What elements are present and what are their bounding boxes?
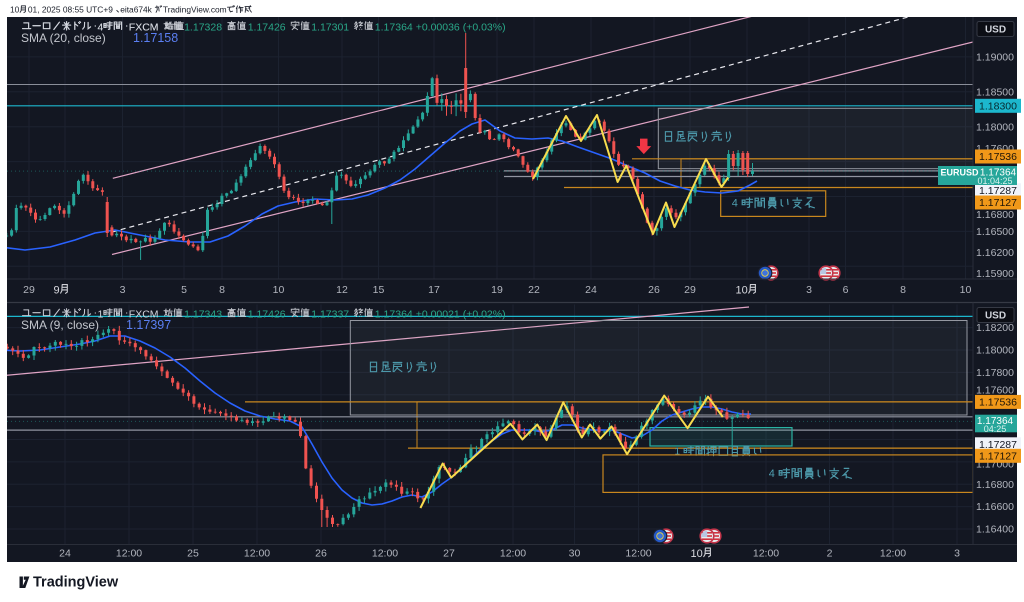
svg-text:1.18200: 1.18200 <box>976 322 1014 334</box>
svg-text:12:00: 12:00 <box>500 548 526 560</box>
svg-text:29: 29 <box>684 284 696 296</box>
svg-text:1.18000: 1.18000 <box>976 345 1014 357</box>
svg-text:1.17426: 1.17426 <box>248 21 286 33</box>
svg-text:1.16800: 1.16800 <box>976 209 1014 221</box>
svg-text:19: 19 <box>491 284 503 296</box>
svg-text:4: 4 <box>98 21 104 33</box>
svg-text:26: 26 <box>315 548 327 560</box>
svg-text:4: 4 <box>98 21 104 33</box>
svg-text:FXCM: FXCM <box>129 21 159 33</box>
svg-text:SMA (20, close): SMA (20, close) <box>21 31 106 45</box>
svg-text:USD: USD <box>985 25 1006 36</box>
svg-text:12:00: 12:00 <box>880 548 906 560</box>
svg-text:+0.00036 (+0.03%): +0.00036 (+0.03%) <box>416 21 506 33</box>
svg-text:8: 8 <box>900 284 906 296</box>
svg-text:1.17364: 1.17364 <box>977 416 1014 427</box>
svg-text:6: 6 <box>843 284 849 296</box>
svg-text:1.17158: 1.17158 <box>133 31 178 45</box>
svg-text:EURUSD: EURUSD <box>941 168 980 178</box>
svg-text:10: 10 <box>736 285 748 297</box>
svg-text:1.17600: 1.17600 <box>976 384 1014 396</box>
svg-text:12: 12 <box>336 284 348 296</box>
svg-text:12:00: 12:00 <box>116 548 142 560</box>
svg-text:10: 10 <box>960 284 972 296</box>
svg-text:10: 10 <box>273 284 285 296</box>
svg-text:1.18000: 1.18000 <box>976 121 1014 133</box>
svg-text:1.17426: 1.17426 <box>248 308 286 320</box>
svg-text:4: 4 <box>732 198 738 210</box>
svg-text:8: 8 <box>219 284 225 296</box>
svg-text:1.16800: 1.16800 <box>976 479 1014 491</box>
svg-text:29: 29 <box>23 284 35 296</box>
svg-text:24: 24 <box>585 284 597 296</box>
svg-text:1.17343: 1.17343 <box>184 308 222 320</box>
svg-text:+0.00021 (+0.02%): +0.00021 (+0.02%) <box>416 308 506 320</box>
svg-text:01:04:25: 01:04:25 <box>977 176 1012 186</box>
svg-text:1.16500: 1.16500 <box>976 226 1014 238</box>
svg-text:15: 15 <box>373 284 385 296</box>
svg-text:1.17800: 1.17800 <box>976 367 1014 379</box>
svg-text:4: 4 <box>769 468 775 480</box>
svg-text:eita674k: eita674k <box>120 5 152 15</box>
svg-text:25: 25 <box>187 548 199 560</box>
svg-text:1.17536: 1.17536 <box>979 397 1017 409</box>
svg-text:1.16200: 1.16200 <box>976 247 1014 259</box>
svg-text:1.17328: 1.17328 <box>184 21 222 33</box>
svg-text:1.17127: 1.17127 <box>979 197 1017 209</box>
svg-text:FXCM: FXCM <box>129 21 159 33</box>
svg-text:3: 3 <box>806 284 812 296</box>
svg-text:1.16600: 1.16600 <box>976 501 1014 513</box>
svg-text:1.15900: 1.15900 <box>976 268 1014 280</box>
svg-text:1.17337: 1.17337 <box>311 308 349 320</box>
svg-text:5: 5 <box>181 284 187 296</box>
svg-text:22: 22 <box>528 284 540 296</box>
svg-text:27: 27 <box>443 548 455 560</box>
svg-text:1.17301: 1.17301 <box>311 21 349 33</box>
svg-text:17: 17 <box>428 284 440 296</box>
svg-text:24: 24 <box>59 548 71 560</box>
svg-text:TradingView: TradingView <box>33 575 119 591</box>
svg-text:1.17287: 1.17287 <box>979 185 1017 197</box>
svg-text:1.17127: 1.17127 <box>979 450 1017 462</box>
svg-text:1: 1 <box>675 446 681 457</box>
svg-text:10: 10 <box>691 548 703 560</box>
svg-text:SMA (9, close): SMA (9, close) <box>21 318 99 332</box>
svg-text:30: 30 <box>569 548 581 560</box>
svg-text:1.17397: 1.17397 <box>126 318 171 332</box>
svg-text:3: 3 <box>120 284 126 296</box>
svg-text:1.17364: 1.17364 <box>980 168 1017 179</box>
svg-text:26: 26 <box>648 284 660 296</box>
svg-text:3: 3 <box>954 548 960 560</box>
svg-text:1.17287: 1.17287 <box>979 439 1017 451</box>
svg-text:1.17364: 1.17364 <box>375 308 413 320</box>
svg-text:1.18300: 1.18300 <box>979 100 1017 112</box>
svg-text:04:25: 04:25 <box>984 424 1007 434</box>
svg-text:12:00: 12:00 <box>244 548 270 560</box>
svg-text:12:00: 12:00 <box>625 548 651 560</box>
svg-text:10: 10 <box>10 5 20 15</box>
svg-text:1.16400: 1.16400 <box>976 524 1014 536</box>
svg-text:2: 2 <box>827 548 833 560</box>
svg-text:1.18500: 1.18500 <box>976 86 1014 98</box>
svg-text:FXCM: FXCM <box>129 308 159 320</box>
svg-text:12:00: 12:00 <box>372 548 398 560</box>
svg-text:01, 2025 08:55 UTC+9: 01, 2025 08:55 UTC+9 <box>28 5 113 15</box>
svg-text:TradingView.com: TradingView.com <box>163 5 227 15</box>
svg-text:1.19000: 1.19000 <box>976 52 1014 64</box>
svg-text:USD: USD <box>985 311 1006 322</box>
svg-text:1.17364: 1.17364 <box>375 21 413 33</box>
svg-text:1: 1 <box>98 308 104 320</box>
svg-text:9: 9 <box>54 285 60 297</box>
svg-text:12:00: 12:00 <box>753 548 779 560</box>
svg-text:1.17536: 1.17536 <box>979 151 1017 163</box>
